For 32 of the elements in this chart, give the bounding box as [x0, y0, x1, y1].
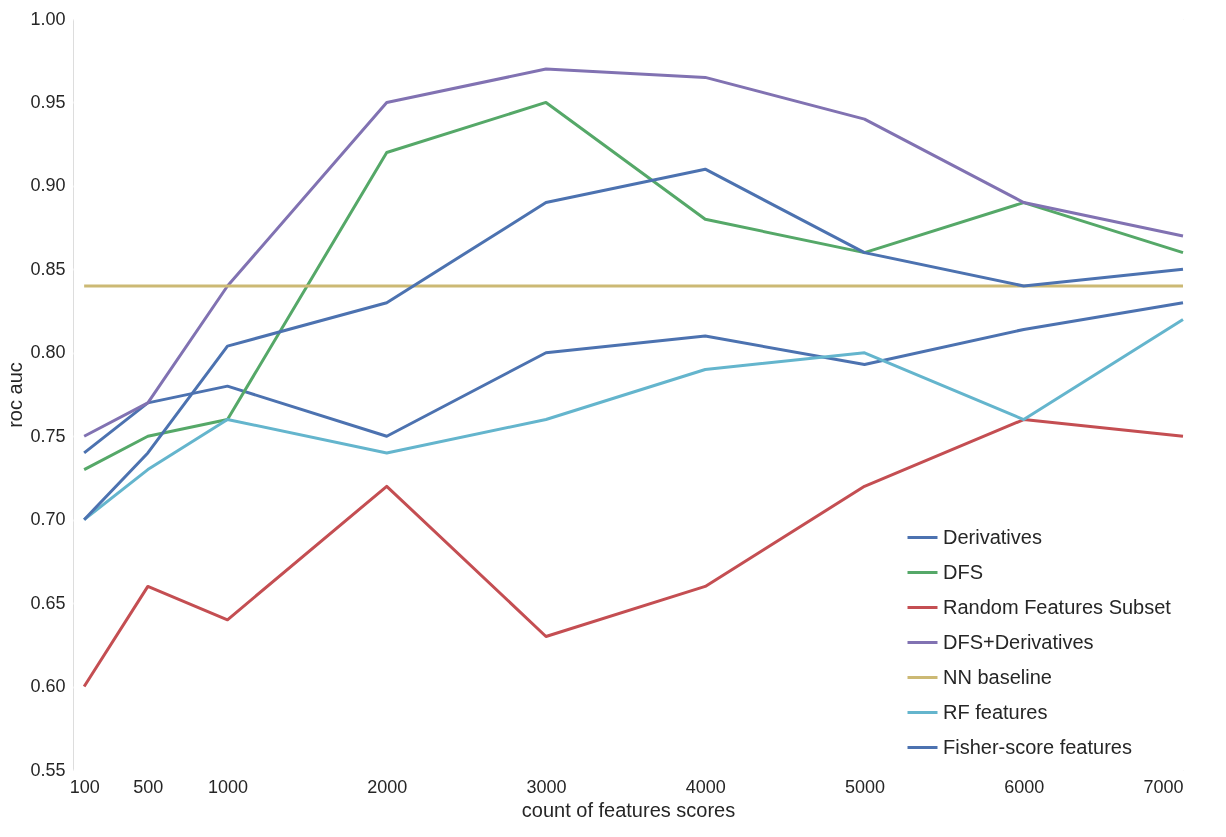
x-tick-label: 1000	[207, 776, 248, 797]
y-tick-label: 0.90	[30, 175, 66, 196]
line-series	[82, 67, 1185, 438]
y-tick-label: 0.85	[30, 258, 66, 279]
x-tick-label: 5000	[844, 776, 886, 797]
y-tick-label: 0.60	[30, 676, 66, 697]
x-tick-label: 4000	[685, 776, 726, 797]
line-series	[82, 167, 1185, 522]
y-tick-label: 0.55	[30, 759, 66, 780]
legend-label: Fisher-score features	[943, 735, 1132, 758]
x-tick-label: 500	[133, 776, 164, 797]
legend-label: DFS	[943, 560, 983, 583]
line-series	[82, 418, 1185, 689]
y-axis-title: roc auc	[4, 362, 27, 428]
x-tick-label: 3000	[526, 776, 567, 797]
legend-label: Derivatives	[943, 525, 1042, 548]
x-axis-title: count of features scores	[521, 798, 736, 821]
legend-label: RF features	[943, 700, 1048, 723]
y-tick-label: 0.70	[30, 509, 66, 530]
legend-label: NN baseline	[943, 665, 1052, 688]
x-tick-label: 6000	[1004, 776, 1045, 797]
y-tick-label: 1.00	[30, 8, 66, 29]
y-tick-label: 0.75	[30, 425, 66, 446]
y-tick-label: 0.65	[30, 592, 66, 613]
x-tick-label: 7000	[1143, 776, 1184, 797]
x-tick-label: 100	[69, 776, 100, 797]
x-tick-label: 2000	[367, 776, 408, 797]
y-tick-label: 0.80	[30, 342, 66, 363]
y-tick-label: 0.95	[30, 91, 66, 112]
legend-label: DFS+Derivatives	[943, 630, 1094, 653]
legend-label: Random Features Subset	[943, 595, 1172, 618]
line-series	[82, 100, 1185, 472]
